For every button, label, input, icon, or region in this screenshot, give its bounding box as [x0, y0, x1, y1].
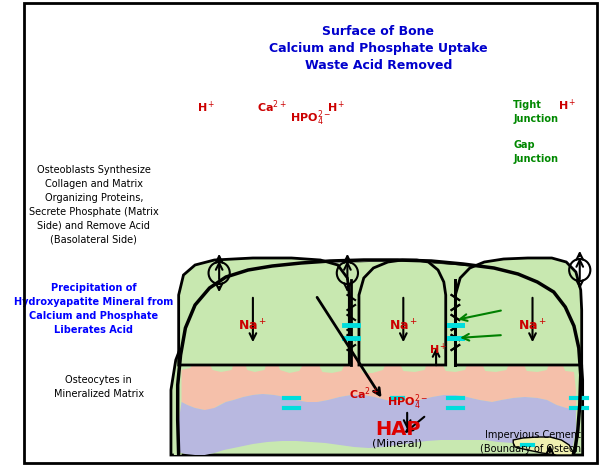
Text: Surface of Bone: Surface of Bone	[322, 25, 434, 38]
Text: Junction: Junction	[513, 154, 558, 164]
Polygon shape	[179, 258, 349, 365]
Text: Na$^+$: Na$^+$	[389, 318, 418, 333]
Text: Junction: Junction	[513, 114, 558, 124]
Text: Hydroxyapatite Mineral from: Hydroxyapatite Mineral from	[14, 297, 173, 307]
Text: Gap: Gap	[513, 140, 535, 150]
Text: HPO$_4^{2-}$: HPO$_4^{2-}$	[386, 392, 428, 411]
Polygon shape	[513, 437, 573, 455]
Text: Precipitation of: Precipitation of	[51, 283, 137, 293]
Text: H$^+$: H$^+$	[558, 98, 577, 113]
Polygon shape	[171, 263, 583, 455]
Text: Organizing Proteins,: Organizing Proteins,	[44, 193, 143, 203]
Text: Na$^+$: Na$^+$	[518, 318, 547, 333]
Text: Calcium and Phosphate: Calcium and Phosphate	[29, 311, 158, 321]
Text: Side) and Remove Acid: Side) and Remove Acid	[37, 221, 150, 231]
Text: (Basolateral Side): (Basolateral Side)	[50, 235, 137, 245]
Text: Osteoblasts Synthesize: Osteoblasts Synthesize	[37, 165, 151, 175]
Text: (Mineral): (Mineral)	[373, 438, 422, 448]
Polygon shape	[174, 262, 581, 455]
Text: H$^+$: H$^+$	[326, 100, 345, 115]
Text: Secrete Phosphate (Matrix: Secrete Phosphate (Matrix	[29, 207, 158, 217]
Polygon shape	[455, 258, 581, 365]
Text: Collagen and Matrix: Collagen and Matrix	[45, 179, 143, 189]
Text: Impervious Cement: Impervious Cement	[485, 430, 580, 440]
Text: (Boundary of Osteon): (Boundary of Osteon)	[480, 444, 585, 454]
Text: Tight: Tight	[513, 100, 542, 110]
Text: HAP: HAP	[375, 420, 420, 439]
Text: Na$^+$: Na$^+$	[238, 318, 268, 333]
Polygon shape	[178, 394, 576, 455]
Polygon shape	[182, 342, 576, 410]
Polygon shape	[359, 260, 446, 365]
Text: Calcium and Phosphate Uptake: Calcium and Phosphate Uptake	[269, 42, 488, 55]
Text: Mineralized Matrix: Mineralized Matrix	[53, 389, 143, 399]
Text: Osteocytes in: Osteocytes in	[65, 375, 132, 385]
Text: Liberates Acid: Liberates Acid	[55, 325, 133, 335]
Text: H$^+$: H$^+$	[429, 342, 447, 357]
Text: HPO$_4^{2-}$: HPO$_4^{2-}$	[290, 108, 331, 128]
Text: Ca$^{2+}$: Ca$^{2+}$	[349, 385, 379, 402]
Text: Waste Acid Removed: Waste Acid Removed	[305, 59, 452, 72]
Text: H$^+$: H$^+$	[197, 100, 216, 115]
Text: Ca$^{2+}$: Ca$^{2+}$	[257, 98, 287, 115]
